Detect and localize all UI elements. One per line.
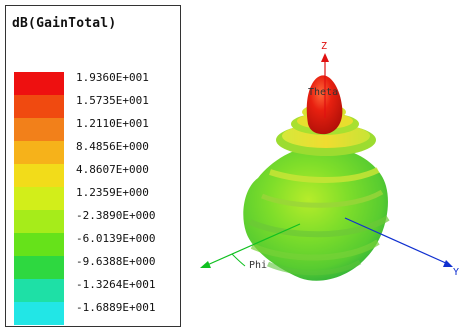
scale-label-6: -2.3890E+000 — [76, 209, 156, 222]
scale-label-0: 1.9360E+001 — [76, 71, 149, 84]
scale-label-5: 1.2359E+000 — [76, 186, 149, 199]
legend-panel: dB(GainTotal) 1.9360E+001 1.5735E+001 1.… — [5, 5, 181, 327]
scale-label-2: 1.2110E+001 — [76, 117, 149, 130]
radiation-pattern-3d-plot[interactable]: Z Theta Phi Y — [181, 0, 461, 330]
theta-label: Theta — [308, 87, 338, 98]
scale-swatch-0 — [14, 72, 64, 95]
scale-label-7: -6.0139E+000 — [76, 232, 156, 245]
scale-swatch-6 — [14, 210, 64, 233]
scale-swatch-7 — [14, 233, 64, 256]
x-axis — [200, 223, 301, 268]
scale-swatch-4 — [14, 164, 64, 187]
z-axis: Z — [321, 41, 329, 118]
scale-swatch-2 — [14, 118, 64, 141]
scale-label-8: -9.6388E+000 — [76, 255, 156, 268]
scale-swatch-1 — [14, 95, 64, 118]
scale-label-9: -1.3264E+001 — [76, 278, 156, 291]
scale-label-3: 8.4856E+000 — [76, 140, 149, 153]
scale-swatch-9 — [14, 279, 64, 302]
y-axis-label: Y — [453, 267, 459, 278]
scale-label-1: 1.5735E+001 — [76, 94, 149, 107]
gain-surface-body — [243, 145, 390, 281]
scale-swatch-8 — [14, 256, 64, 279]
scale-label-10: -1.6889E+001 — [76, 301, 156, 314]
color-scale-bar: 1.9360E+001 1.5735E+001 1.2110E+001 8.48… — [14, 71, 155, 325]
y-axis: Y — [344, 217, 459, 278]
legend-title: dB(GainTotal) — [12, 16, 117, 31]
scale-swatch-5 — [14, 187, 64, 210]
z-axis-label: Z — [321, 41, 327, 52]
scale-label-4: 4.8607E+000 — [76, 163, 149, 176]
scale-swatch-3 — [14, 141, 64, 164]
scale-swatch-10 — [14, 302, 64, 325]
phi-label: Phi — [249, 260, 267, 271]
